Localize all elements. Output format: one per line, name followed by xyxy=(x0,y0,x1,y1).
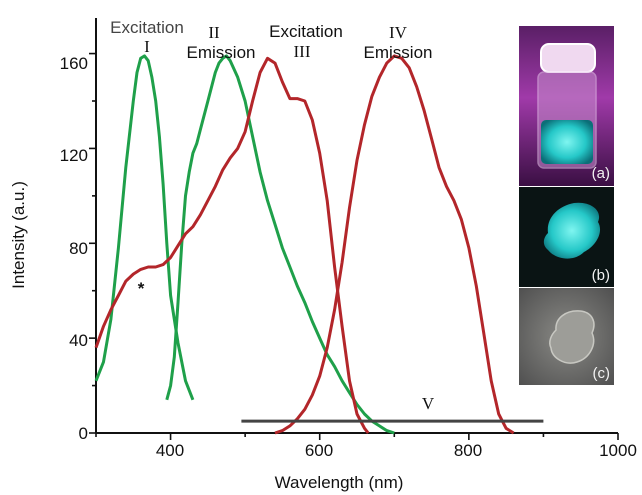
plot-frame xyxy=(95,18,618,434)
axis-ticks xyxy=(89,52,619,440)
y-tick-labels: 0 40 80 120 160 xyxy=(60,54,88,443)
series-emission-2 xyxy=(165,54,395,435)
x-tick-label-800: 800 xyxy=(454,441,482,460)
asterisk-marker: * xyxy=(138,279,145,298)
vial-liquid xyxy=(541,120,593,164)
annotation-excitation-1: Excitation xyxy=(110,18,184,37)
annotation-emission-4: Emission xyxy=(364,43,433,62)
x-tick-label-600: 600 xyxy=(305,441,333,460)
inset-label-b: (b) xyxy=(592,267,610,284)
y-tick-label-80: 80 xyxy=(69,239,88,258)
inset-photos: (a) (b) (c) xyxy=(519,26,614,385)
series-group xyxy=(94,54,544,435)
vial-cap xyxy=(540,43,596,73)
inset-label-a: (a) xyxy=(592,165,610,182)
inset-photo-b: (b) xyxy=(519,187,614,287)
x-axis-title: Wavelength (nm) xyxy=(275,473,404,492)
annotation-emission-2: Emission xyxy=(187,43,256,62)
inset-photo-a: (a) xyxy=(519,26,614,186)
annotation-roman-3: III xyxy=(294,42,311,61)
y-tick-label-120: 120 xyxy=(60,146,88,165)
y-axis-title: Intensity (a.u.) xyxy=(9,181,28,289)
inset-label-c: (c) xyxy=(593,365,611,382)
powder-glow xyxy=(543,202,601,259)
inset-photo-c: (c) xyxy=(519,288,614,385)
annotations: Excitation I II Emission Excitation III … xyxy=(110,18,435,413)
annotation-roman-1: I xyxy=(144,37,150,56)
y-tick-label-0: 0 xyxy=(79,424,88,443)
annotation-roman-2: II xyxy=(208,23,220,42)
x-tick-label-400: 400 xyxy=(156,441,184,460)
powder-daylight xyxy=(549,310,595,364)
series-excitation-1 xyxy=(94,54,195,401)
annotation-roman-5: V xyxy=(422,394,435,413)
x-tick-label-1000: 1000 xyxy=(599,441,637,460)
series-excitation-3 xyxy=(94,56,370,434)
annotation-roman-4: IV xyxy=(389,23,408,42)
x-tick-labels: 400 600 800 1000 xyxy=(156,441,637,460)
y-tick-label-40: 40 xyxy=(69,331,88,350)
y-tick-label-160: 160 xyxy=(60,54,88,73)
series-emission-4 xyxy=(274,54,515,435)
annotation-excitation-3: Excitation xyxy=(269,22,343,41)
